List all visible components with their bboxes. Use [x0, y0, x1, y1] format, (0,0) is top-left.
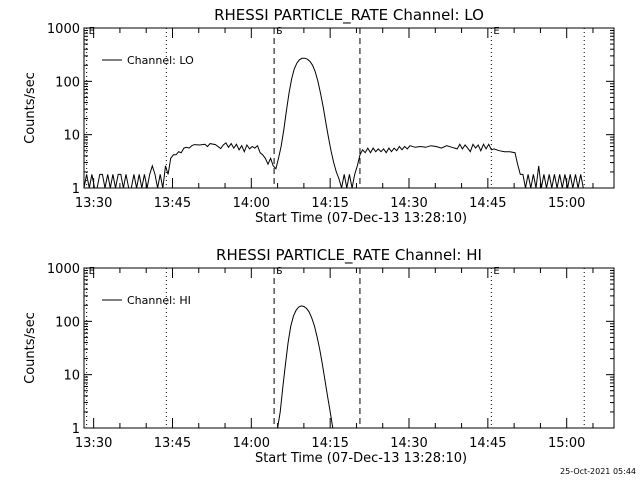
series-line-hi	[277, 305, 334, 429]
x-tick-label: 14:45	[469, 436, 506, 451]
legend-label: Channel: LO	[127, 54, 194, 67]
y-tick-label: 1	[72, 182, 80, 197]
x-tick-label: 14:30	[390, 436, 427, 451]
chart-panel-lo: RHESSI PARTICLE_RATE Channel: LO 1 10 100 10…	[23, 6, 615, 226]
time-marker-label: E	[493, 26, 499, 37]
y-tick-label: 100	[55, 315, 80, 330]
x-tick-label: 14:30	[390, 196, 427, 211]
y-tick-label: 1	[72, 422, 80, 437]
time-marker-label: S	[276, 26, 282, 37]
x-tick-label: 14:00	[233, 436, 270, 451]
x-tick-label: 13:30	[75, 436, 112, 451]
x-tick-label: 15:00	[548, 196, 585, 211]
time-marker-label: S	[276, 266, 282, 277]
x-tick-label: 13:30	[75, 196, 112, 211]
series-line-lo	[83, 57, 584, 189]
y-tick-label: 100	[55, 75, 80, 90]
chart-panel-hi: RHESSI PARTICLE_RATE Channel: HI 1 10 100 10…	[23, 246, 615, 466]
chart-title: RHESSI PARTICLE_RATE Channel: HI	[216, 246, 482, 265]
y-tick-label: 1000	[47, 262, 80, 277]
x-axis-label: Start Time (07-Dec-13 13:28:10)	[255, 211, 467, 226]
x-tick-label: 13:45	[154, 196, 191, 211]
plot-frame	[83, 267, 615, 429]
x-tick-label: 14:15	[311, 436, 348, 451]
time-marker-label: E	[89, 26, 95, 37]
x-tick-label: 14:00	[233, 196, 270, 211]
x-tick-label: 13:45	[154, 436, 191, 451]
time-marker-label: E	[89, 266, 95, 277]
chart-title: RHESSI PARTICLE_RATE Channel: LO	[214, 6, 484, 25]
legend-label: Channel: HI	[127, 294, 191, 307]
x-tick-label: 14:45	[469, 196, 506, 211]
y-tick-label: 10	[63, 129, 80, 144]
y-tick-label: 1000	[47, 22, 80, 37]
footer-timestamp: 25-Oct-2021 05:44	[560, 467, 636, 476]
x-axis-label: Start Time (07-Dec-13 13:28:10)	[255, 451, 467, 466]
y-tick-label: 10	[63, 369, 80, 384]
y-axis-label: Counts/sec	[23, 72, 38, 144]
x-tick-label: 14:15	[311, 196, 348, 211]
x-tick-label: 15:00	[548, 436, 585, 451]
y-axis-label: Counts/sec	[23, 312, 38, 384]
plot-frame	[83, 27, 615, 189]
time-marker-label: E	[493, 266, 499, 277]
